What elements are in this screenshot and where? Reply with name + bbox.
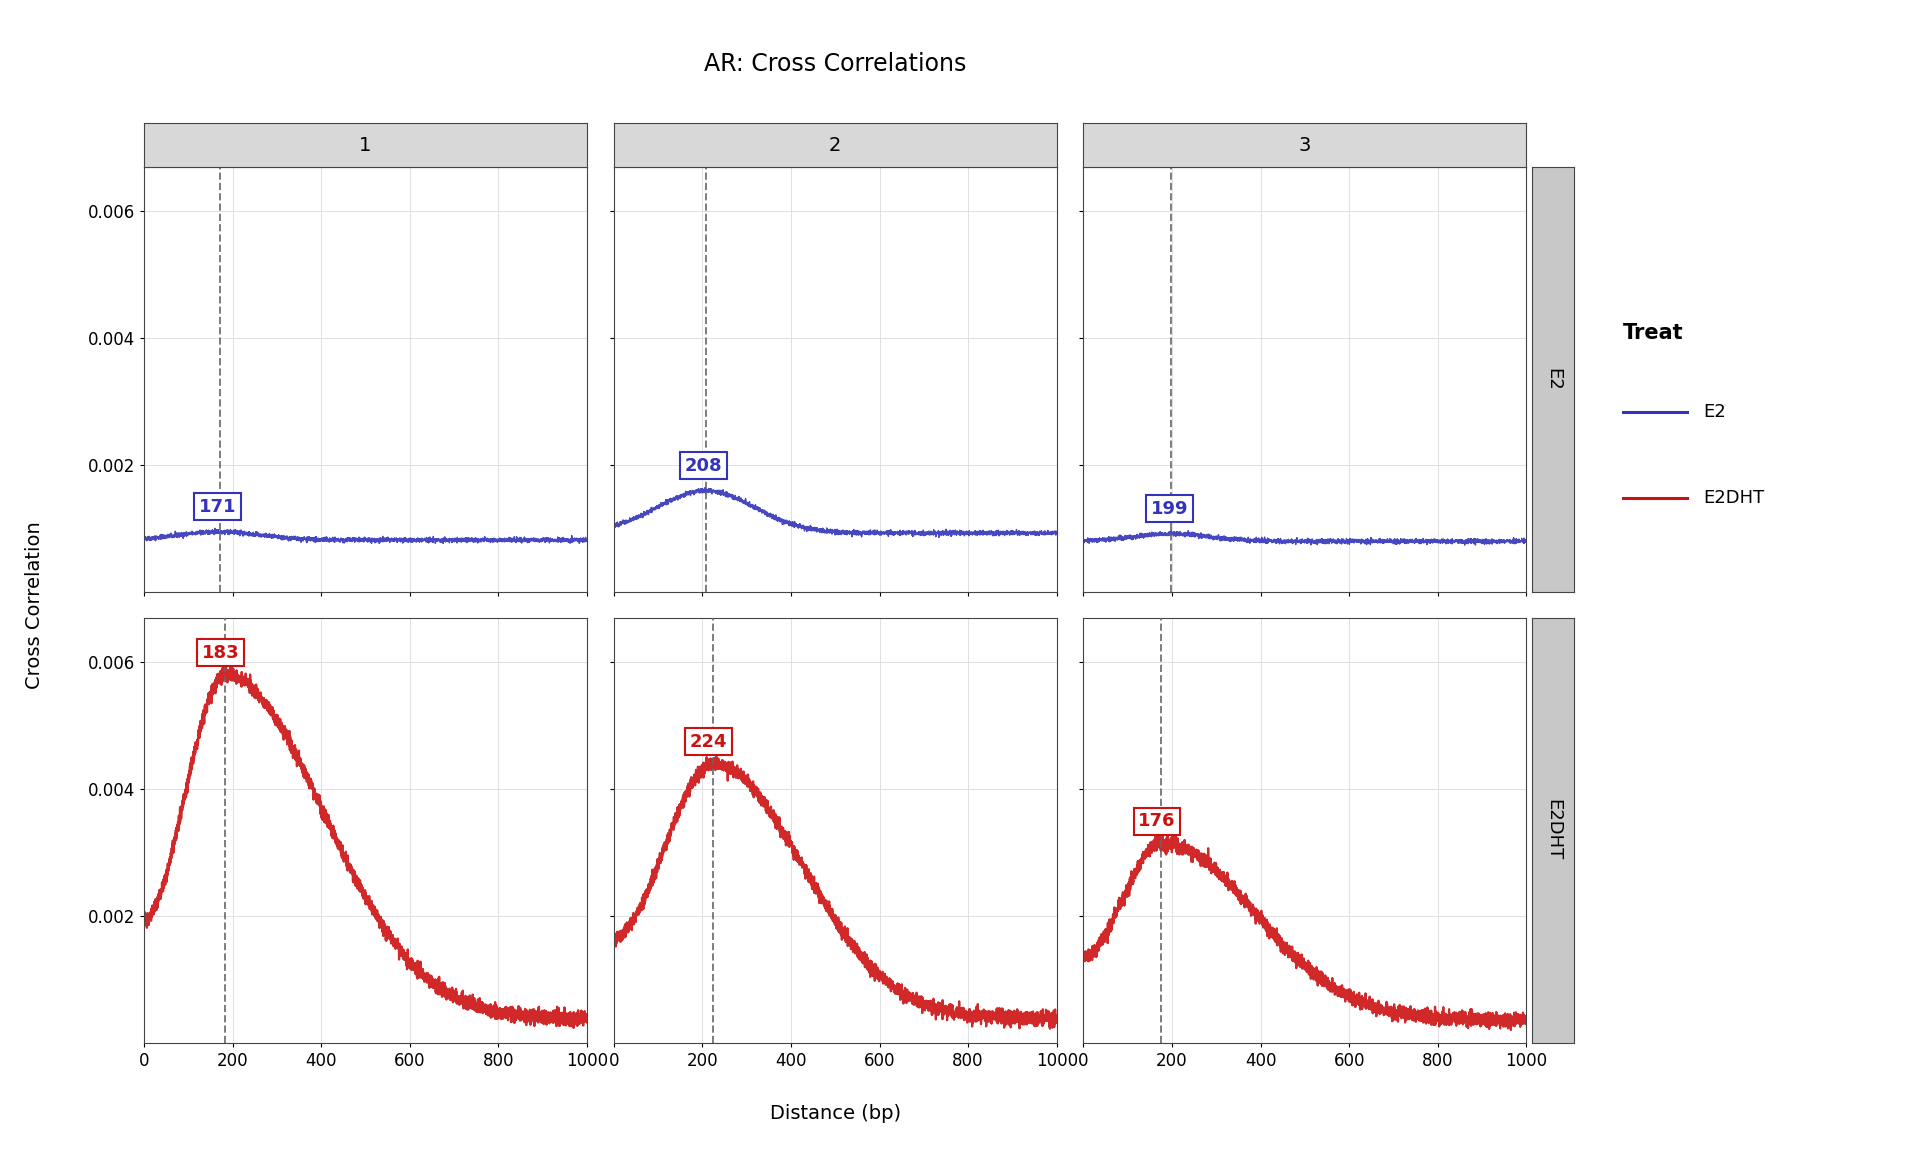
Text: 3: 3 xyxy=(1298,136,1311,154)
Text: AR: Cross Correlations: AR: Cross Correlations xyxy=(705,52,966,76)
Text: 176: 176 xyxy=(1139,812,1175,831)
Text: Distance (bp): Distance (bp) xyxy=(770,1105,900,1123)
Text: E2: E2 xyxy=(1703,403,1726,420)
Text: E2DHT: E2DHT xyxy=(1544,799,1563,861)
Text: Cross Correlation: Cross Correlation xyxy=(25,521,44,689)
Text: 208: 208 xyxy=(685,456,722,475)
Text: 2: 2 xyxy=(829,136,841,154)
Text: 199: 199 xyxy=(1150,500,1188,518)
Text: E2DHT: E2DHT xyxy=(1703,490,1764,507)
Text: Treat: Treat xyxy=(1622,323,1684,342)
Text: 171: 171 xyxy=(200,498,236,516)
Text: 224: 224 xyxy=(689,733,728,751)
Text: 1: 1 xyxy=(359,136,372,154)
Text: E2: E2 xyxy=(1544,369,1563,391)
Text: 183: 183 xyxy=(202,644,240,662)
